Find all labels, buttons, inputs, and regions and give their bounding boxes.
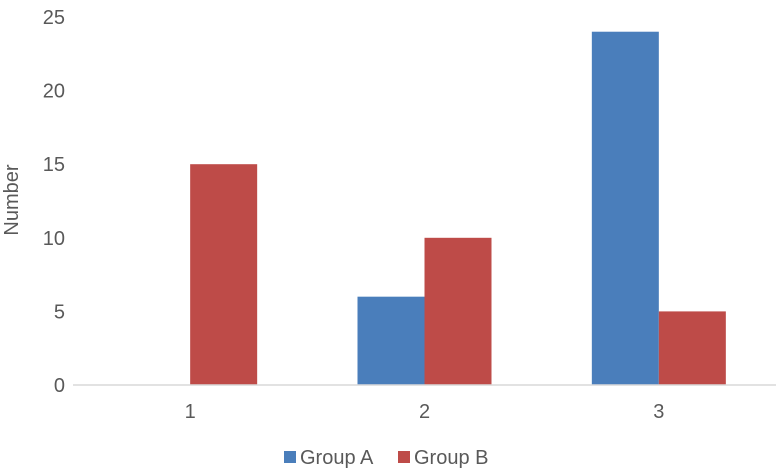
bar-group-b-2 — [424, 237, 492, 385]
legend-label: Group A — [300, 447, 374, 469]
bar-group-a-2 — [357, 296, 425, 385]
bar-group-b-3 — [658, 311, 726, 385]
x-tick-label: 1 — [185, 401, 196, 423]
bar-group-b-1 — [190, 164, 258, 385]
x-axis-ticks: 1 2 3 — [185, 401, 665, 423]
legend: Group A Group B — [284, 447, 488, 469]
bars — [190, 31, 726, 385]
y-tick-label: 20 — [43, 81, 65, 103]
y-axis-ticks: 0 5 10 15 20 25 — [43, 7, 65, 397]
x-tick-label: 3 — [653, 401, 664, 423]
y-tick-label: 15 — [43, 154, 65, 176]
y-tick-label: 5 — [54, 301, 65, 323]
y-tick-label: 10 — [43, 228, 65, 250]
legend-swatch-group-a — [284, 451, 296, 463]
x-tick-label: 2 — [419, 401, 430, 423]
y-tick-label: 25 — [43, 7, 65, 29]
legend-label: Group B — [414, 447, 488, 469]
y-tick-label: 0 — [54, 375, 65, 397]
legend-swatch-group-b — [398, 451, 410, 463]
bar-group-a-3 — [591, 31, 659, 385]
y-axis-title: Number — [1, 164, 23, 235]
